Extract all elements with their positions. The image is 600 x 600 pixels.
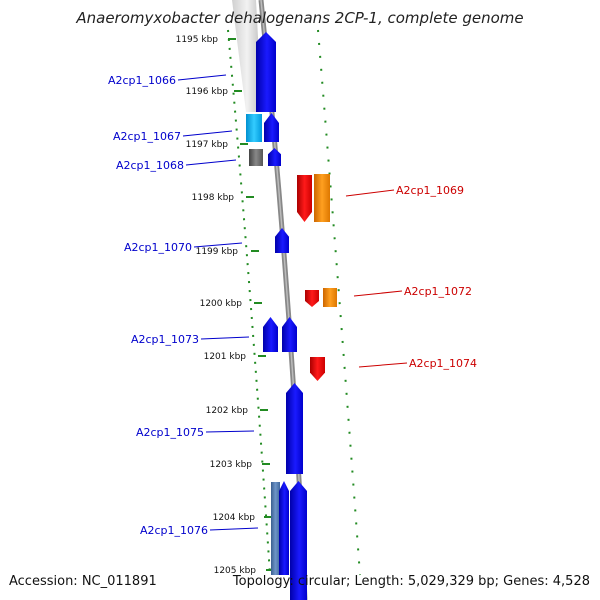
gene-feature-1073b[interactable]: [282, 317, 297, 352]
tick-label: 1202 kbp: [206, 406, 249, 416]
tick-label: 1196 kbp: [186, 87, 229, 97]
gene-label-leader: [177, 74, 227, 81]
shading-band: [232, 0, 262, 112]
gene-label-leader: [185, 159, 237, 166]
gene-feature-1069-rna[interactable]: [314, 174, 330, 222]
tick-label: 1204 kbp: [213, 513, 256, 523]
label-layer: A2cp1_1066 A2cp1_1067 A2cp1_1068 A2cp1_1069…: [108, 74, 477, 537]
gene-label[interactable]: A2cp1_1068: [116, 159, 184, 172]
gene-feature-1068[interactable]: [268, 148, 281, 166]
gene-label[interactable]: A2cp1_1066: [108, 74, 176, 87]
tick-label: 1197 kbp: [186, 140, 229, 150]
gene-label-leader: [345, 189, 395, 197]
gene-label-leader: [205, 430, 255, 433]
tick-label: 1201 kbp: [204, 352, 247, 362]
gene-feature-1076-shade[interactable]: [271, 482, 280, 575]
gene-feature-1066[interactable]: [256, 32, 276, 112]
tick-layer: 1195 kbp 1196 kbp 1197 kbp 1198 kbp 1199 kbp…: [176, 35, 274, 576]
gene-label-leader: [358, 362, 408, 368]
map-title: Anaeromyxobacter dehalogenans 2CP-1, com…: [76, 9, 524, 27]
tick-label: 1200 kbp: [200, 299, 243, 309]
gene-feature-1067-shade[interactable]: [246, 114, 262, 142]
tick-label: 1195 kbp: [176, 35, 219, 45]
tick-label: 1199 kbp: [196, 247, 239, 257]
gene-feature-1068-shade[interactable]: [249, 149, 263, 166]
gene-feature-1067[interactable]: [264, 113, 279, 142]
gene-feature-1076b[interactable]: [290, 481, 307, 600]
tick-label: 1203 kbp: [210, 460, 253, 470]
gene-label[interactable]: A2cp1_1076: [140, 524, 208, 537]
feature-layer: [246, 32, 337, 600]
gene-feature-1076[interactable]: [279, 481, 289, 575]
gene-label[interactable]: A2cp1_1075: [136, 426, 204, 439]
gene-label-leader: [353, 290, 403, 297]
gene-label-leader: [209, 527, 259, 531]
gene-feature-1075[interactable]: [286, 383, 303, 474]
gene-feature-1073a[interactable]: [263, 317, 278, 352]
genome-summary-text: Topology: circular; Length: 5,029,329 bp…: [232, 574, 590, 589]
accession-text: Accession: NC_011891: [9, 574, 157, 589]
tick-label: 1198 kbp: [192, 193, 235, 203]
gene-label[interactable]: A2cp1_1067: [113, 130, 181, 143]
gene-feature-1072-rna[interactable]: [323, 288, 337, 307]
gene-feature-1070[interactable]: [275, 228, 289, 253]
gene-label-leader: [193, 242, 243, 248]
gene-label[interactable]: A2cp1_1070: [124, 241, 192, 254]
gene-feature-1074[interactable]: [310, 357, 325, 381]
gene-label-leader: [182, 130, 233, 137]
gene-label[interactable]: A2cp1_1072: [404, 285, 472, 298]
gene-feature-1072[interactable]: [305, 290, 319, 307]
gene-label[interactable]: A2cp1_1074: [409, 357, 477, 370]
gene-feature-1069[interactable]: [297, 175, 312, 222]
gene-label-leader: [200, 336, 250, 340]
gene-label[interactable]: A2cp1_1073: [131, 333, 199, 346]
tick-label: 1205 kbp: [214, 566, 257, 576]
gene-label[interactable]: A2cp1_1069: [396, 184, 464, 197]
